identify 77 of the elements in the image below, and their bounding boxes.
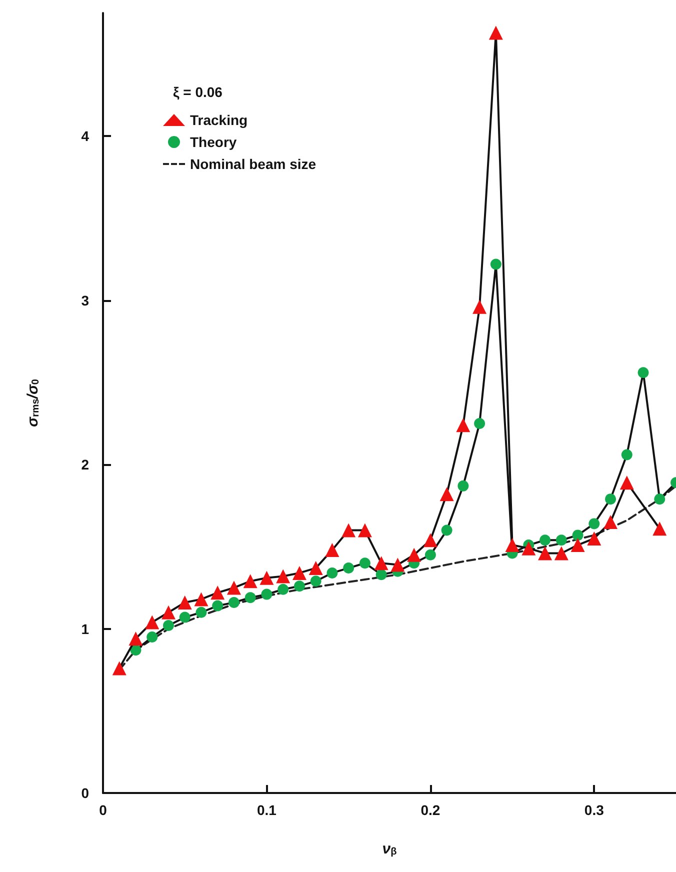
legend-label: Theory — [190, 134, 237, 150]
point — [243, 574, 258, 588]
point — [212, 600, 224, 612]
point — [261, 588, 272, 600]
point — [308, 561, 323, 576]
point — [604, 515, 618, 530]
point — [488, 26, 503, 40]
point — [196, 606, 207, 618]
point — [359, 558, 370, 569]
point — [228, 597, 240, 608]
point — [130, 644, 142, 656]
x-tick-label: 0.3 — [584, 802, 604, 818]
point — [652, 522, 667, 536]
y-tick-label: 1 — [81, 620, 90, 637]
point — [294, 580, 305, 592]
point — [654, 494, 666, 505]
point — [194, 592, 208, 606]
point — [424, 549, 436, 560]
point — [226, 580, 241, 595]
point — [621, 449, 632, 460]
point — [490, 258, 502, 270]
point — [292, 566, 306, 580]
point — [505, 538, 520, 552]
y-tick-label: 4 — [81, 128, 90, 144]
legend-label: Nominal beam size — [190, 156, 316, 172]
point — [620, 476, 634, 490]
point — [474, 418, 486, 430]
point — [588, 518, 600, 530]
point — [374, 556, 388, 570]
x-axis-title: νβ — [382, 840, 397, 858]
point — [145, 615, 160, 630]
point — [325, 542, 340, 557]
point — [572, 530, 584, 541]
point — [441, 524, 452, 536]
point — [540, 534, 551, 546]
point — [179, 612, 190, 623]
point — [407, 548, 422, 562]
point — [162, 620, 174, 631]
point — [342, 523, 356, 538]
point — [472, 300, 487, 314]
point — [554, 546, 568, 560]
point — [376, 569, 387, 580]
legend-label: Tracking — [190, 112, 248, 128]
point — [638, 367, 649, 378]
x-tick-label: 0.1 — [256, 802, 277, 818]
point — [605, 494, 616, 505]
point — [556, 534, 567, 546]
y-axis-title: σrms/σ0 — [24, 378, 42, 427]
x-tick-label: 0 — [99, 802, 108, 818]
point — [390, 558, 405, 572]
legend-title: ξ = 0.06 — [173, 84, 223, 100]
point — [326, 567, 338, 578]
x-tick-label: 0.2 — [420, 802, 440, 818]
y-tick-label: 2 — [81, 456, 90, 473]
point — [538, 546, 552, 560]
point — [570, 538, 585, 552]
point — [522, 541, 536, 556]
point — [128, 632, 143, 646]
point — [260, 570, 274, 585]
point — [423, 533, 438, 548]
point — [310, 576, 322, 587]
point — [458, 480, 469, 492]
point — [343, 562, 354, 574]
point — [210, 586, 225, 600]
y-tick-label: 3 — [81, 292, 90, 308]
y-tick-label: 0 — [81, 785, 90, 801]
point — [178, 596, 192, 610]
point — [278, 584, 289, 595]
point — [244, 592, 256, 604]
point — [456, 418, 470, 432]
point — [587, 531, 602, 546]
point — [161, 605, 176, 620]
point — [112, 661, 126, 676]
point — [440, 487, 454, 502]
point — [276, 569, 290, 584]
point — [358, 523, 372, 538]
point — [146, 632, 158, 642]
